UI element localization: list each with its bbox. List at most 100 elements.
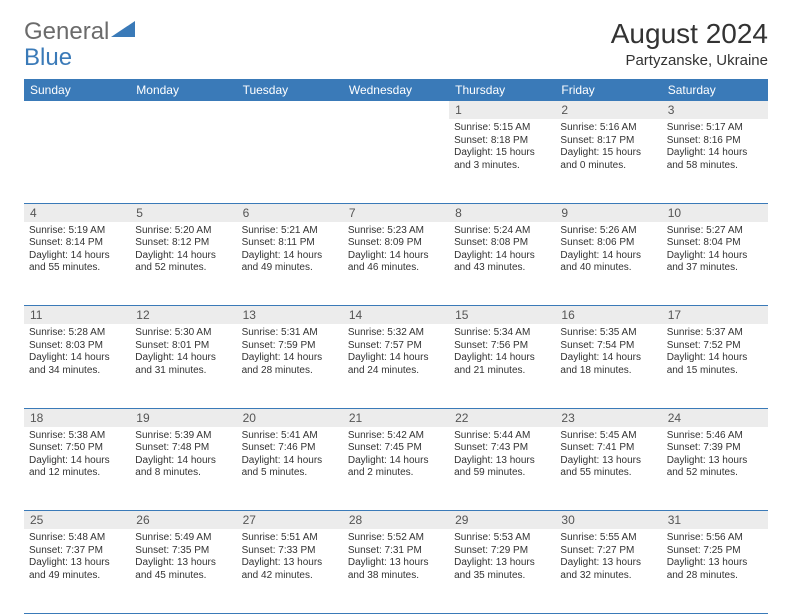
- sunset-text: Sunset: 8:03 PM: [29, 340, 125, 353]
- day-cell: Sunrise: 5:39 AMSunset: 7:48 PMDaylight:…: [130, 427, 236, 511]
- day-header-friday: Friday: [555, 79, 661, 101]
- daynum-cell: 9: [555, 203, 661, 222]
- sunrise-text: Sunrise: 5:21 AM: [242, 225, 338, 238]
- daynum-cell: 18: [24, 408, 130, 427]
- week-4-daynum-row: 25262728293031: [24, 511, 768, 530]
- daynum-cell: 27: [237, 511, 343, 530]
- sunrise-text: Sunrise: 5:37 AM: [667, 327, 763, 340]
- day-cell: Sunrise: 5:41 AMSunset: 7:46 PMDaylight:…: [237, 427, 343, 511]
- month-title: August 2024: [611, 18, 768, 50]
- sunrise-text: Sunrise: 5:41 AM: [242, 430, 338, 443]
- sunset-text: Sunset: 7:37 PM: [29, 545, 125, 558]
- sunrise-text: Sunrise: 5:55 AM: [560, 532, 656, 545]
- daynum-cell: 22: [449, 408, 555, 427]
- sunrise-text: Sunrise: 5:52 AM: [348, 532, 444, 545]
- week-3-daynum-row: 18192021222324: [24, 408, 768, 427]
- sunset-text: Sunset: 8:17 PM: [560, 135, 656, 148]
- daylight-text: Daylight: 14 hours and 24 minutes.: [348, 352, 444, 377]
- day-cell: Sunrise: 5:28 AMSunset: 8:03 PMDaylight:…: [24, 324, 130, 408]
- sunrise-text: Sunrise: 5:44 AM: [454, 430, 550, 443]
- daynum-cell: 25: [24, 511, 130, 530]
- day-cell: Sunrise: 5:56 AMSunset: 7:25 PMDaylight:…: [662, 529, 768, 613]
- day-cell: Sunrise: 5:51 AMSunset: 7:33 PMDaylight:…: [237, 529, 343, 613]
- daynum-cell: 4: [24, 203, 130, 222]
- location: Partyzanske, Ukraine: [611, 52, 768, 69]
- day-cell: Sunrise: 5:31 AMSunset: 7:59 PMDaylight:…: [237, 324, 343, 408]
- daylight-text: Daylight: 14 hours and 40 minutes.: [560, 250, 656, 275]
- daylight-text: Daylight: 13 hours and 28 minutes.: [667, 557, 763, 582]
- sunset-text: Sunset: 7:29 PM: [454, 545, 550, 558]
- week-0-info-row: Sunrise: 5:15 AMSunset: 8:18 PMDaylight:…: [24, 119, 768, 203]
- day-cell: Sunrise: 5:37 AMSunset: 7:52 PMDaylight:…: [662, 324, 768, 408]
- daynum-cell: 10: [662, 203, 768, 222]
- daylight-text: Daylight: 14 hours and 52 minutes.: [135, 250, 231, 275]
- day-cell: Sunrise: 5:30 AMSunset: 8:01 PMDaylight:…: [130, 324, 236, 408]
- daynum-cell: 6: [237, 203, 343, 222]
- daynum-cell: 28: [343, 511, 449, 530]
- daynum-cell: 2: [555, 101, 661, 119]
- sunrise-text: Sunrise: 5:45 AM: [560, 430, 656, 443]
- sunrise-text: Sunrise: 5:32 AM: [348, 327, 444, 340]
- sunrise-text: Sunrise: 5:19 AM: [29, 225, 125, 238]
- daylight-text: Daylight: 15 hours and 3 minutes.: [454, 147, 550, 172]
- sunset-text: Sunset: 8:12 PM: [135, 237, 231, 250]
- daylight-text: Daylight: 14 hours and 21 minutes.: [454, 352, 550, 377]
- sunrise-text: Sunrise: 5:56 AM: [667, 532, 763, 545]
- sunrise-text: Sunrise: 5:17 AM: [667, 122, 763, 135]
- daylight-text: Daylight: 14 hours and 46 minutes.: [348, 250, 444, 275]
- sunset-text: Sunset: 8:16 PM: [667, 135, 763, 148]
- sunset-text: Sunset: 7:52 PM: [667, 340, 763, 353]
- sunset-text: Sunset: 7:41 PM: [560, 442, 656, 455]
- day-cell: Sunrise: 5:55 AMSunset: 7:27 PMDaylight:…: [555, 529, 661, 613]
- daynum-cell: [130, 101, 236, 119]
- daynum-cell: 30: [555, 511, 661, 530]
- daylight-text: Daylight: 14 hours and 37 minutes.: [667, 250, 763, 275]
- sunrise-text: Sunrise: 5:35 AM: [560, 327, 656, 340]
- daylight-text: Daylight: 14 hours and 15 minutes.: [667, 352, 763, 377]
- daylight-text: Daylight: 14 hours and 8 minutes.: [135, 455, 231, 480]
- sunrise-text: Sunrise: 5:16 AM: [560, 122, 656, 135]
- daynum-cell: [237, 101, 343, 119]
- sunset-text: Sunset: 7:33 PM: [242, 545, 338, 558]
- daynum-cell: 23: [555, 408, 661, 427]
- daynum-cell: 14: [343, 306, 449, 325]
- sunset-text: Sunset: 7:39 PM: [667, 442, 763, 455]
- day-cell: Sunrise: 5:44 AMSunset: 7:43 PMDaylight:…: [449, 427, 555, 511]
- daylight-text: Daylight: 14 hours and 43 minutes.: [454, 250, 550, 275]
- sunrise-text: Sunrise: 5:27 AM: [667, 225, 763, 238]
- daylight-text: Daylight: 14 hours and 31 minutes.: [135, 352, 231, 377]
- daynum-cell: 7: [343, 203, 449, 222]
- sunset-text: Sunset: 7:59 PM: [242, 340, 338, 353]
- week-3-info-row: Sunrise: 5:38 AMSunset: 7:50 PMDaylight:…: [24, 427, 768, 511]
- daylight-text: Daylight: 13 hours and 35 minutes.: [454, 557, 550, 582]
- title-block: August 2024 Partyzanske, Ukraine: [611, 18, 768, 69]
- daynum-cell: 17: [662, 306, 768, 325]
- day-cell: [237, 119, 343, 203]
- week-2-daynum-row: 11121314151617: [24, 306, 768, 325]
- daynum-cell: 11: [24, 306, 130, 325]
- sunrise-text: Sunrise: 5:46 AM: [667, 430, 763, 443]
- sunset-text: Sunset: 7:31 PM: [348, 545, 444, 558]
- sunset-text: Sunset: 8:11 PM: [242, 237, 338, 250]
- day-cell: Sunrise: 5:17 AMSunset: 8:16 PMDaylight:…: [662, 119, 768, 203]
- daylight-text: Daylight: 13 hours and 42 minutes.: [242, 557, 338, 582]
- day-cell: [130, 119, 236, 203]
- sunset-text: Sunset: 7:50 PM: [29, 442, 125, 455]
- daylight-text: Daylight: 13 hours and 59 minutes.: [454, 455, 550, 480]
- daylight-text: Daylight: 13 hours and 55 minutes.: [560, 455, 656, 480]
- week-1-info-row: Sunrise: 5:19 AMSunset: 8:14 PM Daylight:…: [24, 222, 768, 306]
- sunset-text: Sunset: 8:14 PM: [29, 237, 125, 250]
- header: General August 2024 Partyzanske, Ukraine: [24, 18, 768, 69]
- sunset-text: Sunset: 7:54 PM: [560, 340, 656, 353]
- sunrise-text: Sunrise: 5:20 AM: [135, 225, 231, 238]
- day-cell: Sunrise: 5:21 AMSunset: 8:11 PMDaylight:…: [237, 222, 343, 306]
- sunset-text: Sunset: 7:25 PM: [667, 545, 763, 558]
- sunrise-text: Sunrise: 5:51 AM: [242, 532, 338, 545]
- daynum-cell: 3: [662, 101, 768, 119]
- day-cell: Sunrise: 5:16 AMSunset: 8:17 PMDaylight:…: [555, 119, 661, 203]
- sunrise-text: Sunrise: 5:39 AM: [135, 430, 231, 443]
- daylight-text: Daylight: 13 hours and 38 minutes.: [348, 557, 444, 582]
- daynum-cell: [24, 101, 130, 119]
- day-cell: Sunrise: 5:48 AMSunset: 7:37 PMDaylight:…: [24, 529, 130, 613]
- day-header-monday: Monday: [130, 79, 236, 101]
